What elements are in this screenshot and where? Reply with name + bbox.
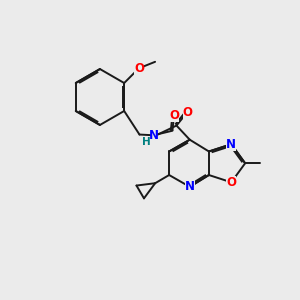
Text: N: N <box>185 180 195 193</box>
Text: N: N <box>226 138 236 151</box>
Text: O: O <box>169 109 179 122</box>
Text: H: H <box>142 136 151 147</box>
Text: O: O <box>134 62 144 75</box>
Text: N: N <box>149 129 159 142</box>
Text: O: O <box>183 106 193 119</box>
Text: O: O <box>226 176 236 189</box>
